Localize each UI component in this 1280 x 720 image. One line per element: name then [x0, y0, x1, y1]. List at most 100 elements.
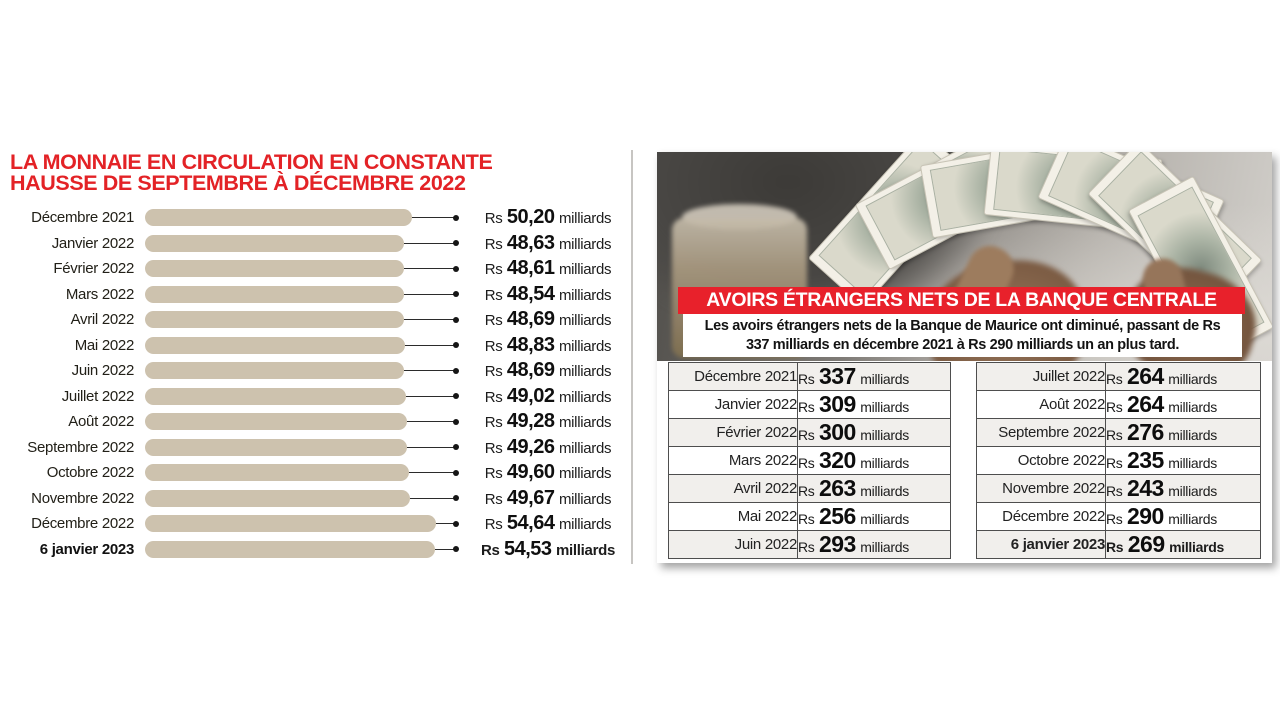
table-row: Novembre 2022 Rs 243 milliards — [976, 474, 1261, 503]
bar — [145, 260, 404, 278]
chart-row: Décembre 2021 Rs 50,20 milliards — [10, 205, 635, 231]
chart-row: Septembre 2022 Rs 49,26 milliards — [10, 435, 635, 461]
date-cell: Août 2022 — [976, 390, 1106, 419]
table-row: Mars 2022 Rs 320 milliards — [668, 446, 951, 475]
date-cell: Janvier 2022 — [668, 390, 798, 419]
chart-row: Avril 2022 Rs 48,69 milliards — [10, 307, 635, 333]
table-row: Juin 2022 Rs 293 milliards — [668, 530, 951, 559]
row-value: Rs 48,63 milliards — [484, 231, 612, 254]
leader-line — [436, 520, 459, 527]
row-label: Juin 2022 — [71, 362, 135, 380]
row-value: Rs 54,64 milliards — [484, 512, 612, 535]
date-cell: Juillet 2022 — [976, 362, 1106, 391]
row-value: Rs 49,02 milliards — [484, 384, 612, 407]
value-cell: Rs 309 milliards — [797, 390, 951, 419]
chart-row: Juillet 2022 Rs 49,02 milliards — [10, 384, 635, 410]
leader-line — [404, 367, 459, 374]
date-cell: Octobre 2022 — [976, 446, 1106, 475]
bar — [145, 285, 404, 303]
date-cell: Décembre 2022 — [976, 502, 1106, 531]
chart-row: Octobre 2022 Rs 49,60 milliards — [10, 460, 635, 486]
row-value: Rs 49,26 milliards — [484, 435, 612, 458]
row-label: Septembre 2022 — [27, 438, 134, 456]
value-cell: Rs 264 milliards — [1105, 362, 1261, 391]
value-cell: Rs 263 milliards — [797, 474, 951, 503]
row-value: Rs 48,83 milliards — [484, 333, 612, 356]
value-cell: Rs 235 milliards — [1105, 446, 1261, 475]
leader-line — [405, 342, 459, 349]
chart-row: Août 2022 Rs 49,28 milliards — [10, 409, 635, 435]
row-label: 6 janvier 2023 — [39, 540, 135, 558]
table-row: Octobre 2022 Rs 235 milliards — [976, 446, 1261, 475]
row-label: Mai 2022 — [74, 336, 135, 354]
row-label: Août 2022 — [68, 413, 134, 431]
date-cell: Décembre 2021 — [668, 362, 798, 391]
date-cell: Novembre 2022 — [976, 474, 1106, 503]
row-label: Décembre 2022 — [31, 515, 134, 533]
table-row: Décembre 2021 Rs 337 milliards — [668, 362, 951, 391]
bar — [145, 209, 412, 227]
row-value: Rs 50,20 milliards — [484, 206, 612, 229]
table-row: Septembre 2022 Rs 276 milliards — [976, 418, 1261, 447]
value-cell: Rs 300 milliards — [797, 418, 951, 447]
table-right: Juillet 2022 Rs 264 milliards Août 2022 Rs… — [976, 362, 1261, 559]
row-label: Février 2022 — [53, 260, 134, 278]
table-row: Décembre 2022 Rs 290 milliards — [976, 502, 1261, 531]
table-row: Juillet 2022 Rs 264 milliards — [976, 362, 1261, 391]
row-label: Décembre 2021 — [31, 209, 134, 227]
section-subtitle: Les avoirs étrangers nets de la Banque d… — [683, 314, 1242, 357]
leader-line — [406, 393, 459, 400]
leader-line — [404, 291, 459, 298]
bar — [145, 464, 409, 482]
table-row: Avril 2022 Rs 263 milliards — [668, 474, 951, 503]
row-label: Octobre 2022 — [46, 464, 135, 482]
bar — [145, 413, 407, 431]
chart-row: Juin 2022 Rs 48,69 milliards — [10, 358, 635, 384]
bar — [145, 438, 407, 456]
value-cell: Rs 276 milliards — [1105, 418, 1261, 447]
vertical-divider — [631, 150, 633, 564]
table-row: Février 2022 Rs 300 milliards — [668, 418, 951, 447]
value-cell: Rs 320 milliards — [797, 446, 951, 475]
row-label: Mars 2022 — [65, 285, 134, 303]
foreign-assets-panel: AVOIRS ÉTRANGERS NETS DE LA BANQUE CENTR… — [657, 152, 1272, 563]
chart-title-line1: LA MONNAIE EN CIRCULATION EN CONSTANTE — [10, 150, 493, 174]
table-row: Août 2022 Rs 264 milliards — [976, 390, 1261, 419]
leader-line — [404, 316, 459, 323]
date-cell: Juin 2022 — [668, 530, 798, 559]
row-label: Juillet 2022 — [61, 387, 135, 405]
bar — [145, 336, 405, 354]
row-label: Avril 2022 — [70, 311, 135, 329]
row-value: Rs 48,69 milliards — [484, 308, 612, 331]
date-cell: Septembre 2022 — [976, 418, 1106, 447]
date-cell: Mai 2022 — [668, 502, 798, 531]
date-cell: Février 2022 — [668, 418, 798, 447]
bar — [145, 540, 435, 558]
row-label: Novembre 2022 — [31, 489, 134, 507]
chart-title: LA MONNAIE EN CIRCULATION EN CONSTANTE HA… — [10, 150, 635, 195]
row-value: Rs 49,67 milliards — [484, 486, 612, 509]
chart-title-line2: HAUSSE DE SEPTEMBRE À DÉCEMBRE 2022 — [10, 171, 466, 195]
value-cell: Rs 264 milliards — [1105, 390, 1261, 419]
leader-line — [407, 444, 459, 451]
bar-rows: Décembre 2021 Rs 50,20 milliards Janvier … — [10, 205, 635, 562]
value-cell: Rs 290 milliards — [1105, 502, 1261, 531]
chart-row: 6 janvier 2023 Rs 54,53 milliards — [10, 537, 635, 563]
value-cell: Rs 269 milliards — [1105, 530, 1261, 559]
value-cell: Rs 243 milliards — [1105, 474, 1261, 503]
leader-line — [404, 240, 459, 247]
chart-row: Décembre 2022 Rs 54,64 milliards — [10, 511, 635, 537]
table-row: Mai 2022 Rs 256 milliards — [668, 502, 951, 531]
value-cell: Rs 337 milliards — [797, 362, 951, 391]
table-row: 6 janvier 2023 Rs 269 milliards — [976, 530, 1261, 559]
chart-row: Mai 2022 Rs 48,83 milliards — [10, 333, 635, 359]
row-value: Rs 48,61 milliards — [484, 257, 612, 280]
leader-line — [410, 495, 459, 502]
bar — [145, 311, 404, 329]
row-value: Rs 48,54 milliards — [484, 282, 612, 305]
row-value: Rs 49,60 milliards — [484, 461, 612, 484]
bar — [145, 362, 404, 380]
date-cell: 6 janvier 2023 — [976, 530, 1106, 559]
date-cell: Avril 2022 — [668, 474, 798, 503]
table-row: Janvier 2022 Rs 309 milliards — [668, 390, 951, 419]
